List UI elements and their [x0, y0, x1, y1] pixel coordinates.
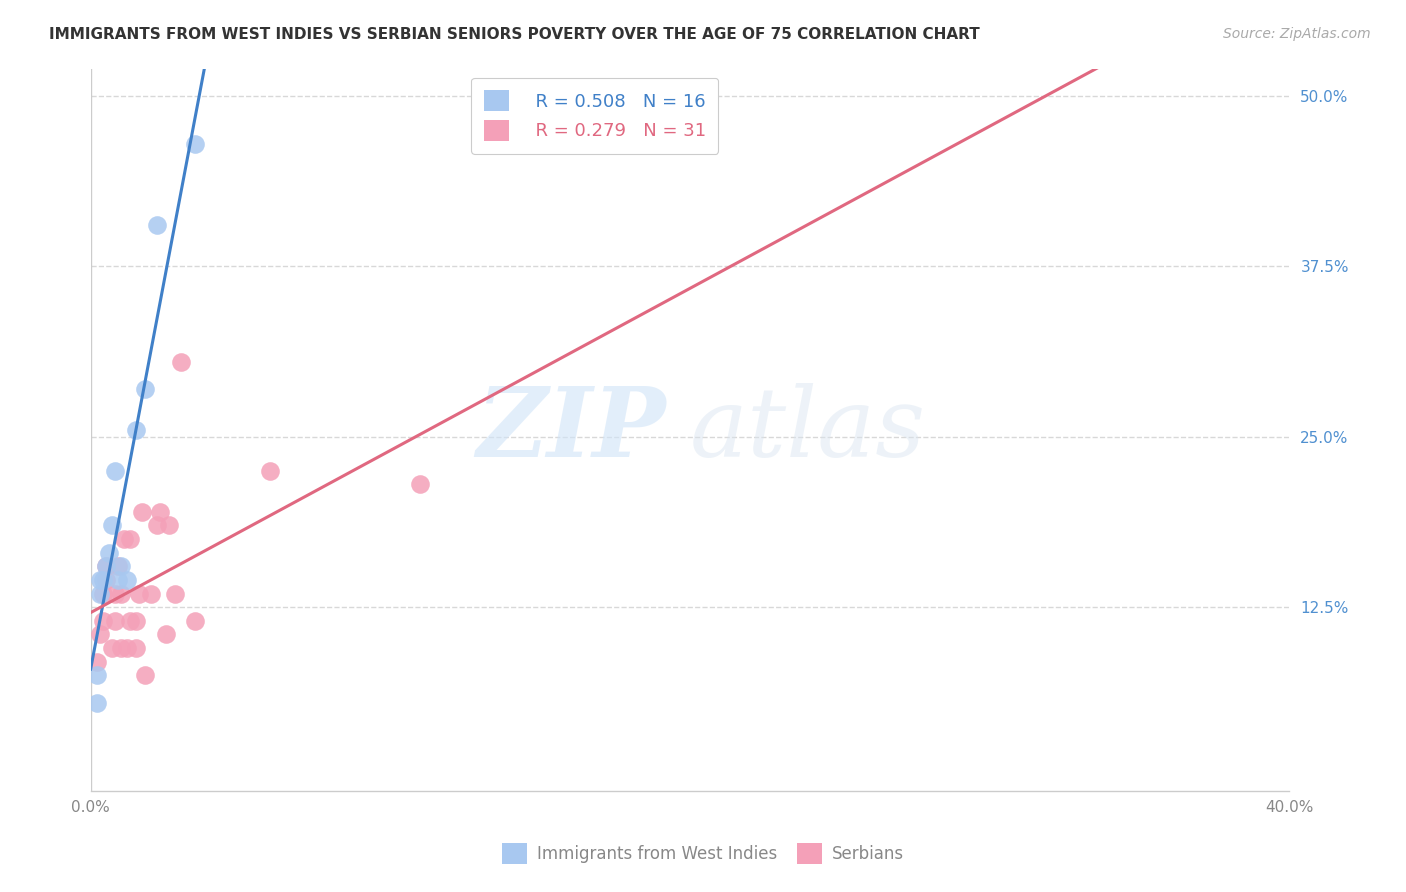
Point — [184, 614, 207, 628]
Point — [91, 573, 114, 587]
Point — [112, 532, 135, 546]
Point — [148, 505, 170, 519]
Point — [86, 668, 108, 682]
Point — [118, 532, 141, 546]
Point — [110, 559, 132, 574]
Point — [103, 614, 125, 628]
Point — [169, 354, 191, 368]
Point — [110, 641, 132, 656]
Text: IMMIGRANTS FROM WEST INDIES VS SERBIAN SENIORS POVERTY OVER THE AGE OF 75 CORREL: IMMIGRANTS FROM WEST INDIES VS SERBIAN S… — [49, 27, 980, 42]
Point — [115, 573, 138, 587]
Legend:   R = 0.508   N = 16,   R = 0.279   N = 31: R = 0.508 N = 16, R = 0.279 N = 31 — [471, 78, 718, 153]
Point — [184, 136, 207, 151]
Point — [97, 546, 120, 560]
Legend: Immigrants from West Indies, Serbians: Immigrants from West Indies, Serbians — [495, 837, 911, 871]
Point — [107, 559, 129, 574]
Point — [107, 573, 129, 587]
Point — [103, 464, 125, 478]
Point — [163, 586, 186, 600]
Point — [157, 518, 180, 533]
Point — [145, 518, 167, 533]
Point — [89, 573, 111, 587]
Point — [94, 573, 117, 587]
Point — [103, 586, 125, 600]
Point — [131, 505, 153, 519]
Point — [124, 614, 146, 628]
Point — [118, 614, 141, 628]
Text: ZIP: ZIP — [477, 383, 666, 477]
Point — [134, 668, 156, 682]
Text: Source: ZipAtlas.com: Source: ZipAtlas.com — [1223, 27, 1371, 41]
Point — [89, 586, 111, 600]
Point — [91, 586, 114, 600]
Point — [110, 586, 132, 600]
Point — [86, 655, 108, 669]
Point — [259, 464, 281, 478]
Point — [94, 559, 117, 574]
Point — [134, 382, 156, 396]
Text: atlas: atlas — [690, 383, 927, 477]
Point — [155, 627, 177, 641]
Point — [94, 559, 117, 574]
Point — [124, 641, 146, 656]
Point — [91, 614, 114, 628]
Point — [100, 641, 122, 656]
Point — [100, 518, 122, 533]
Point — [86, 696, 108, 710]
Point — [409, 477, 432, 491]
Point — [115, 641, 138, 656]
Point — [128, 586, 150, 600]
Point — [124, 423, 146, 437]
Point — [89, 627, 111, 641]
Point — [139, 586, 162, 600]
Point — [145, 219, 167, 233]
